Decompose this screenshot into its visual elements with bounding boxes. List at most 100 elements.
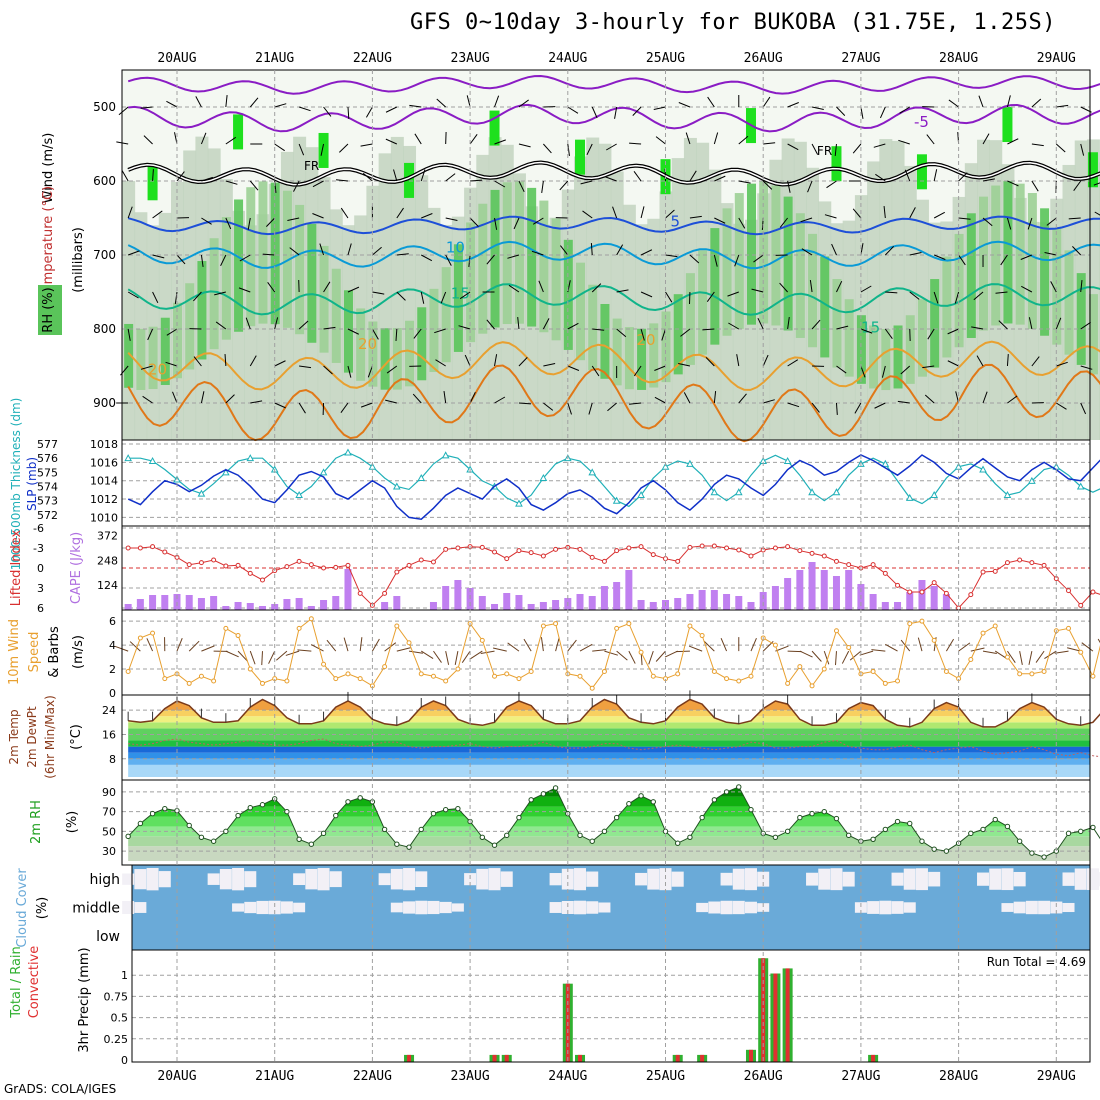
wind-barb xyxy=(362,172,373,182)
rh2m-point xyxy=(320,830,327,837)
wind-barb xyxy=(323,106,332,117)
rh2m-ytick-label: 70 xyxy=(102,806,116,819)
temp-contour-25 xyxy=(127,363,1100,443)
thickness-point xyxy=(148,456,157,465)
cloud-cell xyxy=(744,868,757,891)
wind-barb xyxy=(779,217,789,228)
rh2m-point xyxy=(845,832,852,839)
wind-barb xyxy=(469,133,478,145)
li-point xyxy=(675,558,681,564)
wind-barb xyxy=(898,139,910,145)
cloud-cell xyxy=(403,901,416,914)
thickness-point xyxy=(246,454,255,462)
cloud-cell xyxy=(122,873,135,885)
rh-shade xyxy=(1052,228,1062,345)
wind-barb xyxy=(435,359,446,367)
wind-barb xyxy=(338,143,349,153)
rh-shade xyxy=(746,183,756,325)
wind10-point xyxy=(516,676,522,682)
wind10-ytick-label: 2 xyxy=(109,663,116,676)
wind-barb xyxy=(1007,138,1019,145)
wind-barb xyxy=(592,328,605,331)
wind-barb xyxy=(396,253,409,256)
wind10-barb xyxy=(176,637,183,652)
wind-barb xyxy=(762,354,769,367)
slp-ytick-label: 1016 xyxy=(90,456,118,469)
wind-barb xyxy=(707,96,715,108)
wind10-point xyxy=(699,633,705,639)
rh-shade xyxy=(891,140,905,440)
wind-barb xyxy=(445,217,458,221)
cape-bar xyxy=(723,594,731,610)
rh-shade xyxy=(869,325,879,389)
rh-shade xyxy=(343,290,353,373)
wind-barb xyxy=(347,106,350,120)
wind-barb xyxy=(757,317,764,330)
wind-barb xyxy=(434,328,446,334)
wind-barb xyxy=(738,135,749,145)
thickness-point xyxy=(222,468,230,476)
wind-barb xyxy=(665,291,673,303)
rh2m-point xyxy=(980,826,986,833)
wind-barb xyxy=(787,402,800,408)
cape-bar xyxy=(478,596,486,610)
wind-barb xyxy=(469,391,476,404)
wind10-barb xyxy=(540,637,544,652)
wind-barb xyxy=(616,328,627,338)
slp-ytick-label: 1012 xyxy=(90,493,118,506)
precip-conv-bar xyxy=(785,968,790,1062)
wind-barb xyxy=(443,391,447,404)
rh-shade xyxy=(185,283,195,370)
cloud-cell xyxy=(561,868,574,890)
cloud-cell xyxy=(207,873,220,885)
cape-bar xyxy=(344,569,352,610)
wind-barb xyxy=(1050,281,1057,293)
cloud-cell xyxy=(574,900,587,915)
wind-barb xyxy=(409,104,422,108)
wind-barb xyxy=(762,96,771,108)
thickness-ytick-label: 576 xyxy=(37,452,58,465)
cloud-cell xyxy=(500,871,513,887)
cloud-cell xyxy=(415,900,428,915)
wind-barb xyxy=(225,217,232,230)
rh2m-point xyxy=(210,838,217,844)
rh-shade xyxy=(673,294,683,375)
wind10-point xyxy=(614,625,620,631)
wind10-point xyxy=(931,637,937,643)
cape-bar xyxy=(600,586,608,610)
wind-barb xyxy=(412,393,422,404)
wind-barb xyxy=(909,291,920,300)
cape-bar xyxy=(735,596,743,610)
thickness-point xyxy=(588,468,597,476)
wind-barb xyxy=(165,361,178,367)
wind-barb xyxy=(543,402,554,411)
li-label: Lifted Index xyxy=(9,529,24,606)
rh2m-point xyxy=(552,785,559,791)
li-point xyxy=(1004,560,1010,566)
wind-barb xyxy=(1072,246,1082,256)
wind-barb xyxy=(507,254,520,259)
cape-bar xyxy=(271,604,279,610)
precip-frame xyxy=(131,949,1091,1063)
date-label-top: 20AUG xyxy=(157,51,196,66)
li-point xyxy=(1090,589,1096,595)
li-point xyxy=(296,558,302,564)
wind-barb xyxy=(518,402,531,405)
cloud-cell xyxy=(378,873,391,886)
rh-shade xyxy=(1015,183,1025,325)
cloud-cell xyxy=(439,901,452,914)
thickness-point xyxy=(441,451,450,459)
cape-bar xyxy=(942,594,950,610)
wind-barb xyxy=(143,135,153,145)
wind-barb xyxy=(976,355,984,367)
wind-barb xyxy=(633,365,642,377)
wind-barb xyxy=(298,320,309,330)
thickness-ytick-label: 574 xyxy=(37,481,58,494)
wind-barb xyxy=(152,291,159,304)
wind-barb xyxy=(220,254,227,267)
wind-barb xyxy=(560,245,569,256)
wind-barb xyxy=(127,206,133,219)
precip-ytick-label: 1 xyxy=(121,969,128,982)
